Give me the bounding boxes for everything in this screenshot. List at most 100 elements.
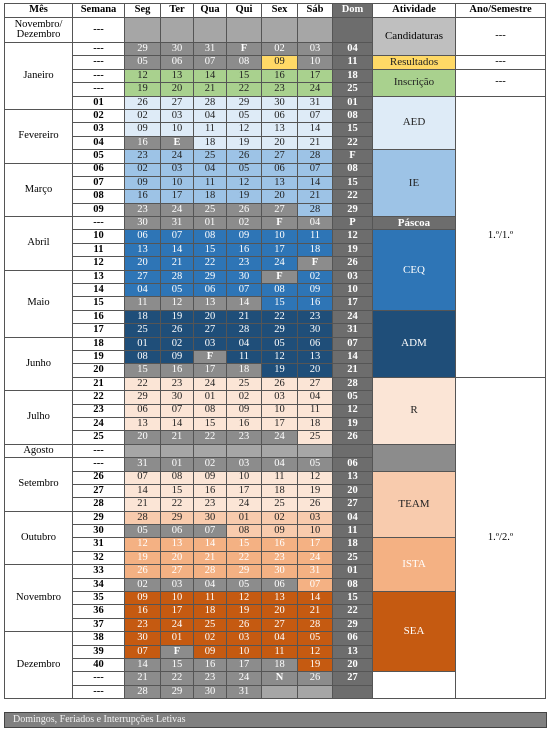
day-cell: 13	[160, 68, 194, 84]
semester-cell: ---	[455, 55, 546, 70]
week-cell: 10	[72, 229, 125, 244]
week-row: 31 12 13 14 15 16 17 18 ISTA	[5, 537, 546, 593]
day-cell: 22	[332, 135, 373, 151]
day-cell: 09	[193, 644, 227, 659]
day-cell: 20	[261, 189, 298, 204]
day-cell: 10	[226, 470, 262, 485]
day-cell: 29	[332, 617, 373, 633]
day-cell: 04	[261, 457, 298, 472]
day-cell: 29	[124, 390, 161, 405]
month-cell: Maio	[4, 269, 73, 338]
semester-cell: ---	[455, 68, 546, 97]
week-cell: 32	[72, 550, 125, 566]
day-cell: 27	[297, 376, 333, 392]
day-cell: 08	[226, 524, 262, 539]
day-cell: 28	[124, 684, 161, 700]
day-cell: 30	[226, 269, 262, 285]
week-row: 20 15 16 17 18 19 20 21	[5, 363, 546, 378]
day-cell	[124, 17, 161, 43]
day-cell: 03	[297, 510, 333, 526]
day-cell: 26	[124, 95, 161, 110]
day-cell: P	[332, 216, 373, 231]
day-cell: 10	[160, 591, 194, 606]
day-cell: 16	[124, 604, 161, 619]
day-cell: 18	[261, 483, 298, 499]
day-cell: 26	[297, 497, 333, 512]
week-cell: 30	[72, 524, 125, 539]
day-cell	[261, 17, 298, 43]
day-cell: 18	[297, 416, 333, 432]
day-cell: 06	[332, 457, 373, 472]
day-cell: 30	[193, 684, 227, 700]
day-cell: 03	[160, 577, 194, 593]
day-cell: 31	[297, 95, 333, 110]
day-cell: 26	[226, 617, 262, 633]
day-cell: 16	[297, 296, 333, 311]
day-cell: 29	[193, 269, 227, 285]
day-cell	[297, 17, 333, 43]
day-cell: 18	[332, 537, 373, 552]
day-cell: 16	[124, 135, 161, 151]
day-cell: 06	[261, 108, 298, 124]
day-cell: 11	[193, 122, 227, 137]
week-row: 07 09 10 11 12 13 14 15	[5, 175, 546, 191]
day-cell: 16	[261, 537, 298, 552]
activity-cell	[372, 671, 456, 700]
day-cell: 06	[261, 577, 298, 593]
week-cell: 27	[72, 483, 125, 499]
column-header: Semana	[72, 3, 125, 18]
activity-cell: R	[372, 376, 456, 445]
week-cell: 28	[72, 497, 125, 512]
day-cell: 26	[332, 430, 373, 445]
activity-cell: ISTA	[372, 537, 456, 593]
day-cell: 02	[124, 162, 161, 177]
column-header: Sáb	[297, 3, 333, 18]
week-row: 14 04 05 06 07 08 09 10	[5, 283, 546, 298]
day-cell: 14	[160, 416, 194, 432]
day-cell: 20	[193, 309, 227, 325]
day-cell: 17	[226, 483, 262, 499]
week-row: Abril --- 30 31 01 02 F 04 P Páscoa	[4, 216, 546, 271]
day-cell: 25	[193, 617, 227, 633]
day-cell: 09	[226, 403, 262, 418]
day-cell: 15	[160, 657, 194, 673]
day-cell: 19	[226, 135, 262, 151]
week-cell: ---	[72, 684, 125, 700]
day-cell: 22	[332, 189, 373, 204]
day-cell: 11	[332, 524, 373, 539]
day-cell: 22	[160, 497, 194, 512]
day-cell: 02	[261, 510, 298, 526]
day-cell: 24	[297, 550, 333, 566]
semester-cell: ---	[455, 16, 546, 57]
column-header: Atividade	[372, 3, 456, 18]
day-cell: 23	[226, 430, 262, 445]
week-cell: 08	[72, 189, 125, 204]
column-header: Qua	[193, 3, 227, 18]
day-cell: 25	[261, 497, 298, 512]
day-cell: 01	[332, 95, 373, 110]
week-cell: 25	[72, 430, 125, 445]
week-row: --- 28 29 30 31	[5, 684, 546, 700]
week-cell: 39	[72, 644, 125, 659]
month-cell: Abril	[4, 216, 73, 271]
week-row: 05 23 24 25 26 27 28 F IE	[5, 149, 546, 218]
day-cell: 27	[160, 95, 194, 110]
day-cell: 30	[297, 323, 333, 338]
day-cell	[160, 17, 194, 43]
day-cell: 09	[226, 229, 262, 244]
week-row: Janeiro --- 29 30 31 F 02 03 04	[4, 41, 546, 110]
week-cell: ---	[72, 82, 125, 97]
day-cell: 31	[332, 323, 373, 338]
day-cell: 25	[193, 202, 227, 218]
day-cell: 27	[261, 202, 298, 218]
day-cell: 27	[124, 269, 161, 285]
month-cell: Dezembro	[4, 631, 73, 700]
day-cell: 11	[124, 296, 161, 311]
day-cell: 23	[124, 149, 161, 164]
day-cell: 15	[226, 537, 262, 552]
activity-cell: Candidaturas	[372, 16, 456, 57]
day-cell: 10	[160, 122, 194, 137]
day-cell: 02	[226, 216, 262, 231]
day-cell: 15	[226, 68, 262, 84]
day-cell: 25	[124, 323, 161, 338]
